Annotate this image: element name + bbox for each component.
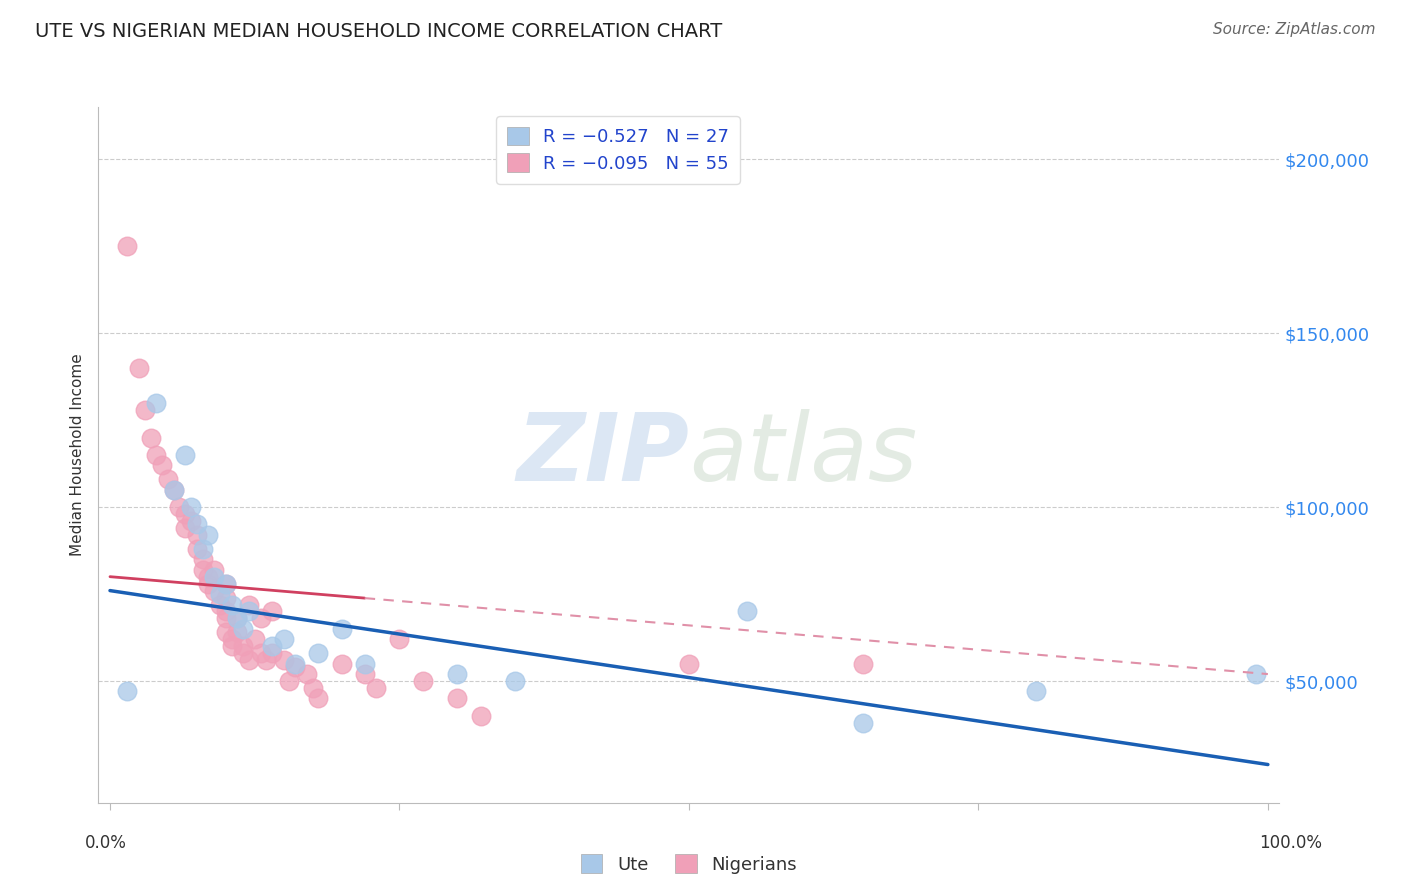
Point <box>470 708 492 723</box>
Point <box>145 448 167 462</box>
Point <box>215 576 238 591</box>
Point <box>243 632 266 647</box>
Point <box>238 605 260 619</box>
Point <box>174 448 197 462</box>
Point <box>180 514 202 528</box>
Point <box>186 541 208 556</box>
Point <box>226 625 249 640</box>
Point <box>262 605 284 619</box>
Point <box>139 431 162 445</box>
Legend: Ute, Nigerians: Ute, Nigerians <box>574 847 804 880</box>
Point <box>446 667 468 681</box>
Point <box>169 500 191 514</box>
Point <box>117 239 139 253</box>
Point <box>284 657 307 671</box>
Point <box>446 691 468 706</box>
Point <box>353 667 375 681</box>
Point <box>174 521 197 535</box>
Text: atlas: atlas <box>689 409 917 500</box>
Point <box>215 576 238 591</box>
Point <box>215 605 238 619</box>
Point <box>412 674 434 689</box>
Point <box>735 605 758 619</box>
Point <box>262 639 284 653</box>
Point <box>232 646 254 660</box>
Point <box>221 598 243 612</box>
Point <box>852 657 875 671</box>
Point <box>852 715 875 730</box>
Point <box>503 674 526 689</box>
Point <box>278 674 301 689</box>
Y-axis label: Median Household Income: Median Household Income <box>70 353 86 557</box>
Point <box>215 625 238 640</box>
Point <box>208 598 231 612</box>
Point <box>238 598 260 612</box>
Point <box>202 570 225 584</box>
Point <box>284 660 307 674</box>
Point <box>249 646 271 660</box>
Point <box>262 646 284 660</box>
Text: 0.0%: 0.0% <box>84 834 127 852</box>
Point <box>353 657 375 671</box>
Point <box>307 646 329 660</box>
Point <box>186 517 208 532</box>
Point <box>330 657 353 671</box>
Point <box>134 402 156 417</box>
Point <box>208 587 231 601</box>
Point <box>301 681 323 695</box>
Point <box>226 611 249 625</box>
Point <box>273 632 295 647</box>
Text: UTE VS NIGERIAN MEDIAN HOUSEHOLD INCOME CORRELATION CHART: UTE VS NIGERIAN MEDIAN HOUSEHOLD INCOME … <box>35 22 723 41</box>
Point <box>330 622 353 636</box>
Point <box>191 552 214 566</box>
Point <box>388 632 411 647</box>
Point <box>163 483 186 497</box>
Point <box>254 653 277 667</box>
Point <box>163 483 186 497</box>
Point <box>197 576 219 591</box>
Point <box>117 684 139 698</box>
Point <box>186 528 208 542</box>
Point <box>307 691 329 706</box>
Point <box>226 611 249 625</box>
Point <box>202 563 225 577</box>
Point <box>215 611 238 625</box>
Point <box>215 591 238 605</box>
Point <box>191 563 214 577</box>
Point <box>232 639 254 653</box>
Point <box>191 541 214 556</box>
Point <box>295 667 318 681</box>
Point <box>174 507 197 521</box>
Point <box>156 472 179 486</box>
Point <box>197 570 219 584</box>
Point <box>128 360 150 375</box>
Point <box>238 653 260 667</box>
Point <box>150 458 173 473</box>
Point <box>221 632 243 647</box>
Text: Source: ZipAtlas.com: Source: ZipAtlas.com <box>1212 22 1375 37</box>
Text: ZIP: ZIP <box>516 409 689 501</box>
Point <box>232 622 254 636</box>
Point <box>1246 667 1268 681</box>
Point <box>1025 684 1047 698</box>
Point <box>273 653 295 667</box>
Point <box>249 611 271 625</box>
Point <box>197 528 219 542</box>
Point <box>366 681 388 695</box>
Point <box>180 500 202 514</box>
Point <box>145 396 167 410</box>
Point <box>202 583 225 598</box>
Point <box>678 657 700 671</box>
Text: 100.0%: 100.0% <box>1260 834 1322 852</box>
Point <box>221 639 243 653</box>
